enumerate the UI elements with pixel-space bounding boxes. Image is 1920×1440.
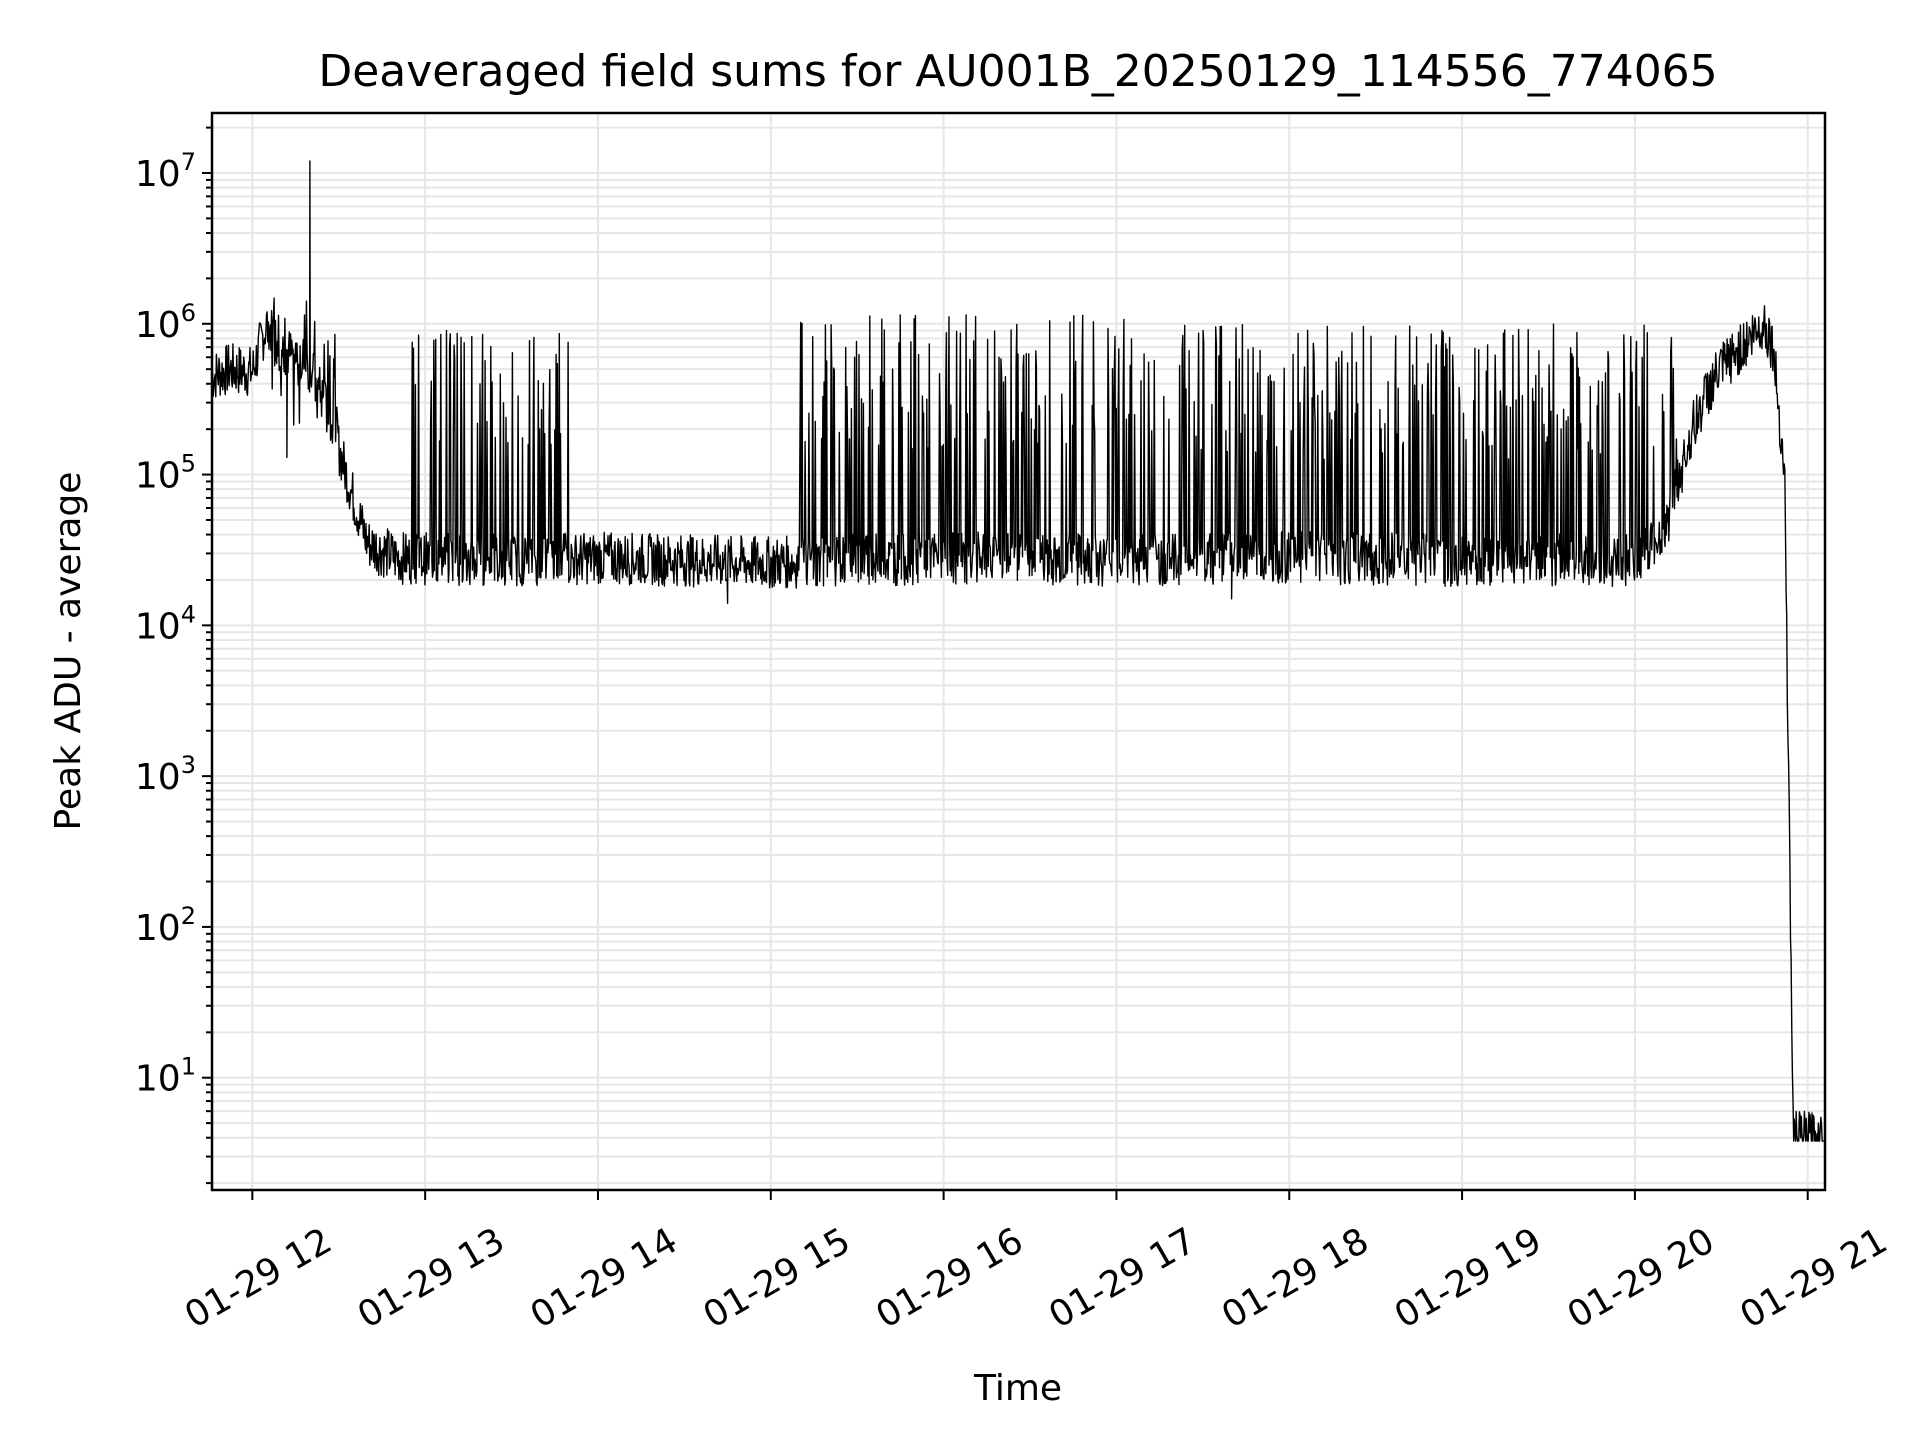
x-tick-label: 01-29 17 [1042, 1220, 1203, 1336]
x-tick-label: 01-29 15 [697, 1220, 858, 1336]
x-axis-label: Time [973, 1368, 1062, 1409]
y-tick-label: 102 [135, 902, 196, 949]
y-axis: 101 102 103 104 105 106 107 [135, 126, 212, 1185]
x-tick-label: 01-29 12 [178, 1220, 339, 1336]
x-tick-label: 01-29 20 [1561, 1220, 1722, 1336]
series-line [211, 160, 1825, 1142]
x-tick-label: 01-29 21 [1734, 1220, 1895, 1336]
y-tick-label: 107 [135, 148, 196, 195]
x-tick-label: 01-29 13 [351, 1220, 512, 1336]
y-tick-label: 101 [135, 1053, 196, 1100]
plot-frame [210, 111, 1827, 1192]
data-series-path [211, 160, 1825, 1142]
y-axis-label: Peak ADU - average [48, 472, 89, 831]
chart-title: Deaveraged field sums for AU001B_2025012… [318, 46, 1717, 97]
y-tick-label: 105 [135, 450, 196, 497]
x-tick-label: 01-29 19 [1388, 1220, 1549, 1336]
x-axis: 01-29 12 01-29 13 01-29 14 01-29 15 01-29 16… [178, 1190, 1894, 1337]
y-tick-label: 103 [135, 751, 196, 798]
y-tick-label: 104 [135, 600, 196, 647]
grid [212, 113, 1825, 1190]
x-tick-label: 01-29 14 [524, 1220, 685, 1336]
y-tick-label: 106 [135, 299, 196, 346]
x-tick-label: 01-29 16 [869, 1220, 1030, 1336]
x-tick-label: 01-29 18 [1215, 1220, 1376, 1336]
